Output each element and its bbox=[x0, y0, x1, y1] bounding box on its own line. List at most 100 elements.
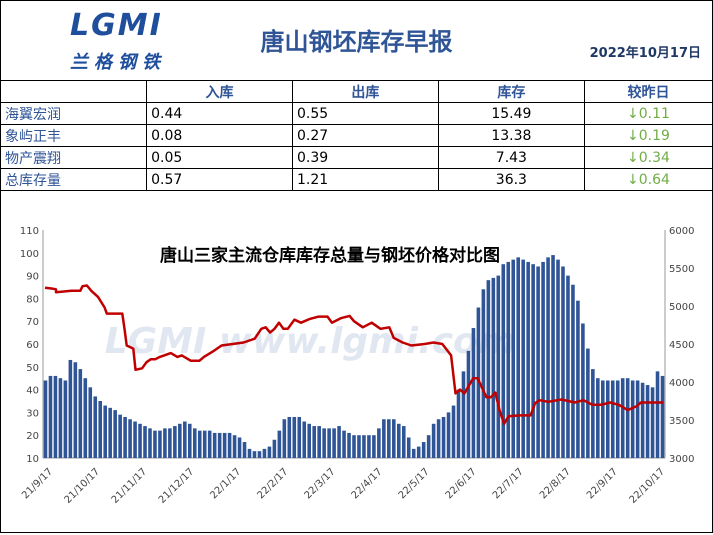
inventory-bar bbox=[591, 369, 595, 458]
column-header: 出库 bbox=[291, 80, 439, 103]
inventory-bar bbox=[73, 362, 78, 458]
x-tick-label: 22/3/17 bbox=[303, 466, 338, 501]
column-header bbox=[0, 80, 148, 103]
inventory-bar bbox=[257, 451, 262, 458]
inventory-bar bbox=[605, 380, 610, 458]
table-row: 总库存量 0.57 1.21 36.3 ↓0.64 bbox=[0, 168, 713, 191]
x-tick-label: 22/1/17 bbox=[208, 466, 243, 501]
inventory-bar bbox=[367, 435, 371, 458]
inventory-bar bbox=[282, 419, 287, 458]
company-logo: LGMI 兰格钢铁 bbox=[60, 8, 180, 74]
inventory-bar bbox=[332, 428, 336, 458]
inventory-bar bbox=[88, 387, 93, 458]
x-tick-label: 21/10/17 bbox=[63, 466, 103, 506]
inventory-bar bbox=[163, 428, 167, 458]
inventory-bar bbox=[197, 430, 202, 458]
billet-price-line bbox=[44, 284, 663, 426]
inventory-bar bbox=[546, 257, 550, 458]
left-tick-label: 60 bbox=[26, 340, 39, 351]
inventory-bar bbox=[232, 435, 237, 458]
x-tick-label: 22/10/17 bbox=[628, 466, 668, 506]
inventory-bar bbox=[188, 423, 192, 458]
inventory-bar bbox=[317, 426, 321, 458]
x-tick-label: 21/11/17 bbox=[110, 466, 150, 506]
inventory-bar bbox=[217, 432, 222, 458]
inventory-bar bbox=[377, 428, 381, 458]
inventory-bar bbox=[411, 448, 416, 458]
inventory-price-chart: LGMI www.lgmi.com10203040506070809010011… bbox=[20, 226, 695, 506]
left-tick-label: 30 bbox=[26, 408, 39, 419]
x-tick-label: 21/9/17 bbox=[20, 466, 55, 501]
logo-mark: LGMI bbox=[70, 8, 163, 43]
left-tick-label: 80 bbox=[26, 294, 39, 305]
inventory-bar bbox=[192, 428, 197, 458]
cell-out: 0.55 bbox=[291, 102, 439, 125]
inventory-bar bbox=[93, 396, 98, 458]
cell-change: ↓0.34 bbox=[583, 146, 713, 169]
inventory-bar bbox=[357, 435, 361, 458]
inventory-bar bbox=[431, 423, 436, 458]
inventory-bar bbox=[202, 430, 207, 458]
inventory-bar bbox=[556, 259, 560, 458]
right-tick-label: 4000 bbox=[669, 378, 694, 389]
table-row: 象屿正丰 0.08 0.27 13.38 ↓0.19 bbox=[0, 124, 713, 147]
cell-out: 0.39 bbox=[291, 146, 439, 169]
inventory-bar bbox=[372, 435, 376, 458]
column-header: 入库 bbox=[146, 80, 293, 103]
chart-container: LGMI www.lgmi.com 10 20 30 40 50 60 70 80 90 100 11… bbox=[0, 193, 713, 535]
inventory-bar bbox=[506, 261, 511, 458]
inventory-bar bbox=[635, 380, 640, 458]
cell-change: ↓0.11 bbox=[583, 102, 713, 125]
row-name: 海翼宏润 bbox=[0, 102, 148, 125]
column-header: 库存 bbox=[437, 80, 585, 103]
inventory-bar bbox=[48, 375, 53, 458]
inventory-bar bbox=[610, 380, 615, 458]
inventory-bar bbox=[138, 423, 142, 458]
x-tick-label: 22/9/17 bbox=[585, 466, 620, 501]
cell-in: 0.08 bbox=[146, 124, 293, 147]
cell-in: 0.44 bbox=[146, 102, 293, 125]
x-tick-label: 22/7/17 bbox=[491, 466, 526, 501]
inventory-bar bbox=[148, 428, 152, 458]
inventory-bar bbox=[287, 416, 292, 458]
inventory-bar bbox=[297, 416, 302, 458]
inventory-bar bbox=[620, 378, 625, 458]
inventory-bar bbox=[581, 323, 585, 458]
inventory-bar bbox=[262, 448, 267, 458]
cell-in: 0.05 bbox=[146, 146, 293, 169]
inventory-bar bbox=[511, 259, 516, 458]
inventory-bar bbox=[78, 369, 83, 458]
inventory-bar bbox=[521, 259, 525, 458]
x-tick-label: 22/8/17 bbox=[538, 466, 573, 501]
inventory-bar bbox=[640, 382, 645, 458]
inventory-bar bbox=[123, 416, 127, 458]
report-header: LGMI 兰格钢铁 唐山钢坯库存早报 2022年10月17日 bbox=[0, 0, 711, 81]
inventory-bar bbox=[227, 432, 232, 458]
left-tick-label: 70 bbox=[26, 317, 39, 328]
inventory-bar bbox=[272, 439, 277, 458]
inventory-bar bbox=[566, 275, 570, 458]
inventory-bar bbox=[337, 426, 341, 458]
x-tick-label: 22/4/17 bbox=[350, 466, 385, 501]
inventory-bar bbox=[660, 375, 665, 458]
inventory-bar bbox=[541, 261, 545, 458]
inventory-bar bbox=[292, 416, 297, 458]
cell-out: 1.21 bbox=[291, 168, 439, 191]
inventory-bar bbox=[108, 407, 112, 458]
inventory-bar bbox=[576, 300, 580, 458]
inventory-bar bbox=[83, 378, 88, 458]
right-tick-label: 5500 bbox=[669, 264, 694, 275]
inventory-bar bbox=[212, 432, 217, 458]
cell-out: 0.27 bbox=[291, 124, 439, 147]
cell-stock: 36.3 bbox=[437, 168, 585, 191]
inventory-bar bbox=[143, 426, 147, 458]
inventory-bar bbox=[362, 435, 366, 458]
left-tick-label: 90 bbox=[26, 272, 39, 283]
table-row: 物产震翔 0.05 0.39 7.43 ↓0.34 bbox=[0, 146, 713, 169]
inventory-bar bbox=[456, 389, 461, 458]
row-name: 总库存量 bbox=[0, 168, 148, 191]
cell-stock: 7.43 bbox=[437, 146, 585, 169]
inventory-bar bbox=[526, 261, 530, 458]
inventory-bar bbox=[277, 430, 282, 458]
inventory-bar bbox=[267, 446, 272, 458]
